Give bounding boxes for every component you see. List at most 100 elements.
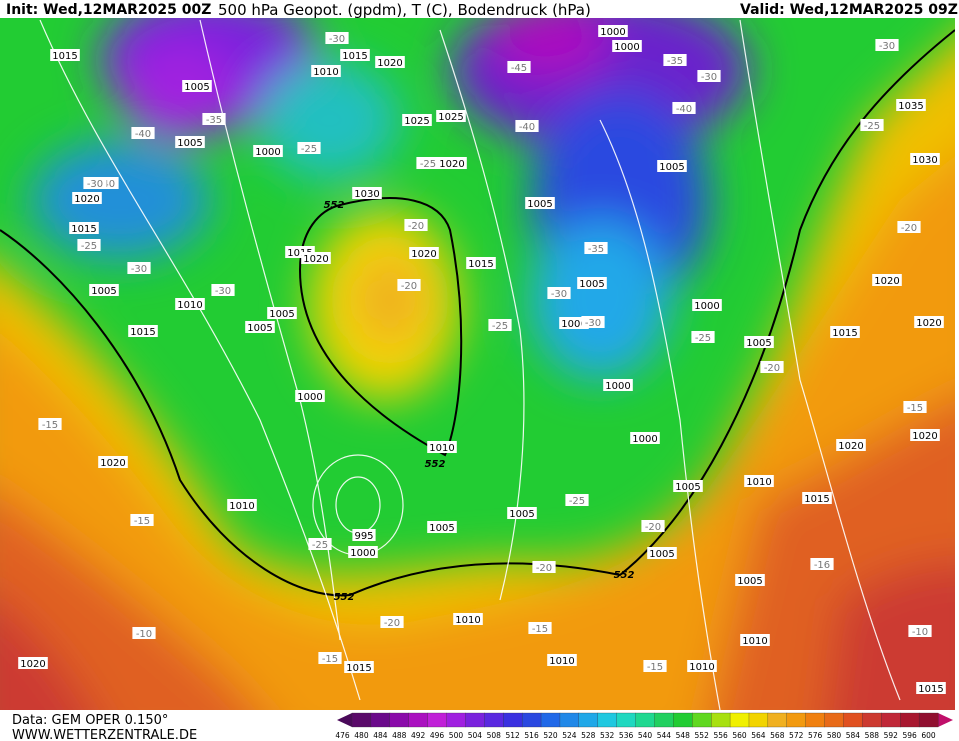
scale-label: 488 (392, 731, 407, 740)
temperature-label-box (643, 660, 667, 672)
site-url: WWW.WETTERZENTRALE.DE (12, 728, 197, 741)
temperature-label-box (547, 287, 571, 299)
pressure-label-box (740, 634, 770, 646)
pressure-label-box (647, 547, 677, 559)
scale-cell (446, 712, 466, 728)
temperature-label-box (308, 538, 332, 550)
temperature-label-box (297, 142, 321, 154)
pressure-label: 1010 (313, 67, 338, 78)
pressure-label: 1020 (838, 441, 863, 452)
pressure-label-box (830, 326, 860, 338)
pressure-label-box (375, 56, 405, 68)
temperature-label: -30 (131, 264, 147, 275)
scale-cell (673, 712, 693, 728)
pressure-label-box (295, 390, 325, 402)
pressure-label-box (128, 325, 158, 337)
map-title: 500 hPa Geopot. (gpdm), T (C), Bodendruc… (218, 1, 591, 19)
temperature-label-box (903, 401, 927, 413)
pressure-label: 1005 (509, 509, 534, 520)
temperature-label-box (130, 514, 154, 526)
pressure-label-box (245, 321, 275, 333)
scale-label: 480 (354, 731, 369, 740)
pressure-label-box (735, 574, 765, 586)
pressure-label: 1025 (404, 116, 429, 127)
color-scale: 476 480 484 488 492 496 500 504 508 512 516 520 524 5… (335, 712, 953, 740)
temperature-label-box (565, 494, 589, 506)
scale-cell (824, 712, 844, 728)
temperature-label-box (581, 316, 605, 328)
pressure-label-box (466, 257, 496, 269)
scale-label: 508 (487, 731, 502, 740)
scale-label: 572 (789, 731, 804, 740)
temperature-label-box (860, 119, 884, 131)
scale-cell (616, 712, 636, 728)
temperature-label: -20 (401, 281, 417, 292)
pressure-label-box (301, 252, 331, 264)
scale-label: 496 (430, 731, 445, 740)
temperature-label: -25 (420, 159, 436, 170)
temperature-label: -25 (301, 144, 317, 155)
scale-label: 512 (506, 731, 521, 740)
scale-cell (881, 712, 901, 728)
pressure-label-box (402, 114, 432, 126)
scale-label: 548 (676, 731, 691, 740)
pressure-label: 1000 (614, 42, 639, 53)
scale-label: 576 (808, 731, 823, 740)
height-label: 552 (425, 459, 446, 470)
pressure-label: 1000 (600, 27, 625, 38)
temperature-label-box (760, 361, 784, 373)
temperature-label: -30 (701, 72, 717, 83)
temperature-label-box (908, 625, 932, 637)
temperature-label: -20 (408, 221, 424, 232)
height-label: 552 (614, 570, 635, 581)
pressure-label: 1005 (746, 338, 771, 349)
temperature-label: -45 (511, 63, 527, 74)
pressure-label: 1020 (20, 659, 45, 670)
pressure-label-box (348, 546, 378, 558)
pressure-label-box (802, 492, 832, 504)
temperature-label: -15 (42, 420, 58, 431)
pressure-label-box (910, 153, 940, 165)
scale-label: 492 (411, 731, 426, 740)
pressure-label: 1010 (742, 636, 767, 647)
pressure-label: 1030 (354, 189, 379, 200)
temperature-label: -35 (206, 115, 222, 126)
pressure-label: 1010 (177, 300, 202, 311)
temperature-label-box (38, 418, 62, 430)
pressure-label-box (344, 661, 374, 673)
pressure-label-box (577, 277, 607, 289)
temperature-label-box (380, 616, 404, 628)
scale-cell (578, 712, 599, 728)
pressure-label-box (914, 316, 944, 328)
pressure-label-box (836, 439, 866, 451)
pressure-label-box (352, 529, 376, 541)
temperature-label-box (325, 32, 349, 44)
scale-label: 520 (543, 731, 558, 740)
pressure-label: 1005 (184, 82, 209, 93)
pressure-label: 1015 (832, 328, 857, 339)
pressure-label: 1015 (804, 494, 829, 505)
temperature-label-box (897, 221, 921, 233)
temperature-label: -25 (695, 333, 711, 344)
init-time: Init: Wed,12MAR2025 00Z (6, 2, 211, 18)
temperature-label-box (663, 54, 687, 66)
scale-label: 476 (335, 731, 350, 740)
pressure-label: 1020 (100, 458, 125, 469)
scale-cell (427, 712, 447, 728)
pressure-label: 1000 (561, 319, 586, 330)
scale-label: 552 (695, 731, 710, 740)
temperature-label: -40 (135, 129, 151, 140)
scale-cell (484, 712, 504, 728)
temperature-label-box (488, 319, 512, 331)
pressure-label-box (311, 65, 341, 77)
pressure-label: 1005 (659, 162, 684, 173)
pressure-label: 1020 (303, 254, 328, 265)
scale-cell (805, 712, 826, 728)
valid-time: Valid: Wed,12MAR2025 09Z (740, 2, 958, 18)
temperature-label: -10 (136, 629, 152, 640)
scale-cell (843, 712, 863, 728)
temperature-label-box (131, 127, 155, 139)
scale-cell (408, 712, 429, 728)
pressure-label: 1015 (342, 51, 367, 62)
pressure-label: 1020 (874, 276, 899, 287)
